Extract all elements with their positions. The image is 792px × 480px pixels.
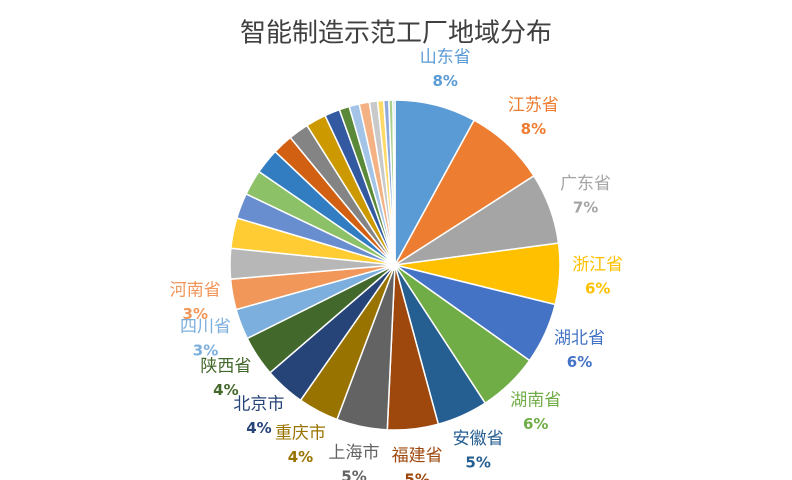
- slice-value-label: 8%: [433, 72, 458, 90]
- slice-value-label: 5%: [404, 470, 429, 480]
- slice-label: 福建省: [392, 446, 443, 466]
- slice-value-label: 7%: [573, 199, 598, 217]
- slice-label: 四川省: [180, 317, 231, 337]
- slice-value-label: 5%: [465, 454, 490, 472]
- chart-title: 智能制造示范工厂地域分布: [240, 19, 552, 49]
- slice-value-label: 6%: [585, 280, 610, 298]
- slice-value-label: 4%: [213, 381, 238, 399]
- slice-value-label: 6%: [523, 415, 548, 433]
- slice-label: 湖北省: [554, 329, 605, 349]
- slice-label: 河南省: [170, 280, 221, 300]
- slice-value-label: 6%: [567, 353, 592, 371]
- slice-label: 北京市: [233, 395, 284, 415]
- slice-value-label: 3%: [183, 305, 208, 323]
- slice-label: 陕西省: [200, 356, 251, 376]
- slice-value-label: 4%: [246, 419, 271, 437]
- slice-value-label: 8%: [521, 120, 546, 138]
- slice-label: 安徽省: [453, 429, 504, 449]
- slice-value-label: 4%: [288, 448, 313, 466]
- slice-label: 湖南省: [510, 390, 561, 410]
- slice-value-label: 3%: [193, 341, 218, 359]
- slice-value-label: 5%: [341, 467, 366, 480]
- slice-label: 上海市: [329, 443, 380, 463]
- slice-label: 浙江省: [572, 255, 623, 275]
- slice-label: 重庆市: [275, 424, 326, 444]
- slice-label: 江苏省: [508, 95, 559, 115]
- pie-slice: [392, 99, 396, 266]
- slice-label: 广东省: [560, 174, 611, 194]
- slice-label: 山东省: [420, 47, 471, 67]
